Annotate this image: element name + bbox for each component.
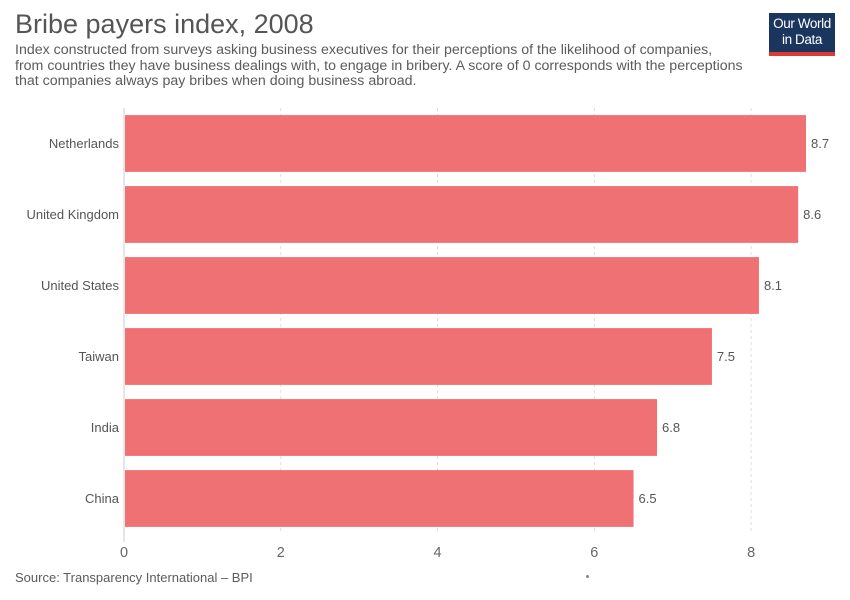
- value-label: 8.7: [811, 136, 829, 151]
- x-tick-label-2: 2: [277, 545, 285, 561]
- logo-line-2: in Data: [782, 32, 822, 47]
- category-label: Netherlands: [49, 136, 120, 151]
- x-tick-label-0: 0: [120, 545, 128, 561]
- value-label: 7.5: [717, 349, 735, 364]
- category-label: United States: [41, 278, 120, 293]
- source-note: Source: Transparency International – BPI: [15, 570, 253, 585]
- bar[interactable]: [125, 115, 806, 172]
- owid-logo[interactable]: Our World in Data: [769, 13, 835, 56]
- value-label: 6.5: [639, 491, 657, 506]
- x-tick-label-4: 4: [434, 545, 442, 561]
- category-label: Taiwan: [79, 349, 119, 364]
- bar[interactable]: [125, 186, 799, 243]
- subtitle-line-2: from countries they have business dealin…: [15, 57, 743, 74]
- bar-group-taiwan[interactable]: Taiwan 7.5: [79, 328, 735, 385]
- category-label: India: [91, 420, 120, 435]
- value-label: 8.6: [803, 207, 821, 222]
- bars: Netherlands 8.7 United Kingdom 8.6 United St…: [27, 115, 829, 527]
- x-axis: 0 2 4 6 8: [120, 108, 755, 561]
- bar-group-united-states[interactable]: United States 8.1: [41, 257, 782, 314]
- subtitle-line-3: that companies always pay bribes when do…: [15, 73, 417, 89]
- logo-accent-bar: [769, 52, 835, 56]
- category-label: United Kingdom: [27, 207, 120, 222]
- value-label: 6.8: [662, 420, 680, 435]
- x-tick-label-8: 8: [747, 545, 755, 561]
- footer-dot: [586, 575, 589, 578]
- bar[interactable]: [125, 399, 658, 456]
- logo-line-1: Our World: [773, 16, 831, 31]
- grid-lines: [280, 108, 752, 534]
- bar[interactable]: [125, 470, 634, 527]
- bar-group-netherlands[interactable]: Netherlands 8.7: [49, 115, 829, 172]
- bar-group-china[interactable]: China 6.5: [85, 470, 657, 527]
- bar-group-india[interactable]: India 6.8: [91, 399, 680, 456]
- chart-title: Bribe payers index, 2008: [15, 9, 314, 39]
- chart-subtitle: Index constructed from surveys asking bu…: [15, 42, 760, 90]
- subtitle-line-1: Index constructed from surveys asking bu…: [15, 42, 713, 58]
- bar[interactable]: [125, 257, 759, 314]
- category-label: China: [85, 491, 120, 506]
- bar[interactable]: [125, 328, 712, 385]
- bar-group-united-kingdom[interactable]: United Kingdom 8.6: [27, 186, 822, 243]
- x-tick-label-6: 6: [590, 545, 598, 561]
- value-label: 8.1: [764, 278, 782, 293]
